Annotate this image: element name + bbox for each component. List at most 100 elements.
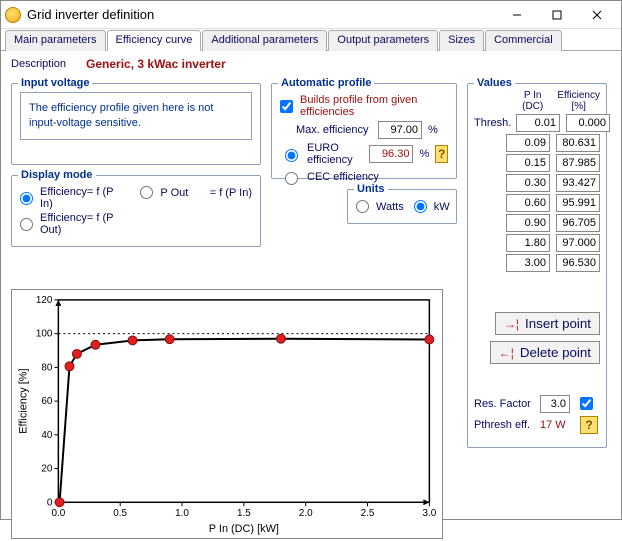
close-button[interactable] — [577, 1, 617, 29]
euro-eff-label: EURO efficiency — [307, 142, 363, 166]
delete-icon: ←¦ — [499, 346, 514, 360]
values-row — [474, 174, 600, 192]
max-eff-unit: % — [428, 124, 438, 136]
values-row — [474, 254, 600, 272]
svg-text:100: 100 — [36, 329, 53, 340]
description-label: Description — [11, 58, 66, 70]
radio-euro-eff[interactable] — [285, 149, 298, 162]
display-mode-legend: Display mode — [18, 169, 96, 181]
tab-main-parameters[interactable]: Main parameters — [5, 30, 106, 51]
input-voltage-group: Input voltage The efficiency profile giv… — [11, 83, 261, 165]
svg-text:0.5: 0.5 — [113, 508, 127, 519]
eff-input[interactable] — [556, 254, 600, 272]
svg-text:0: 0 — [47, 497, 53, 508]
values-row — [474, 234, 600, 252]
maximize-button[interactable] — [537, 1, 577, 29]
insert-point-button[interactable]: →¦ Insert point — [495, 312, 600, 335]
pin-input[interactable] — [506, 214, 550, 232]
svg-text:1.0: 1.0 — [175, 508, 189, 519]
svg-text:80: 80 — [41, 362, 53, 373]
minimize-icon — [512, 10, 522, 20]
kw-label: kW — [434, 201, 450, 213]
eff-input[interactable] — [556, 234, 600, 252]
display-mode-group: Display mode Efficiency= f (P In) Effici… — [11, 175, 261, 247]
values-legend: Values — [474, 77, 515, 89]
max-eff-input[interactable] — [378, 121, 422, 139]
radio-kw[interactable] — [414, 200, 427, 213]
eff-input[interactable] — [556, 174, 600, 192]
radio-eff-pin[interactable] — [20, 192, 33, 205]
pin-input[interactable] — [506, 154, 550, 172]
radio-eff-pout[interactable] — [20, 218, 33, 231]
pin-input[interactable] — [506, 194, 550, 212]
eff-input[interactable] — [556, 194, 600, 212]
builds-profile-label: Builds profile from given efficiencies — [300, 94, 448, 118]
values-row — [474, 154, 600, 172]
svg-text:Efficiency [%]: Efficiency [%] — [18, 368, 30, 433]
res-factor-checkbox[interactable] — [580, 397, 593, 410]
tab-commercial[interactable]: Commercial — [485, 30, 562, 51]
help-euro-icon[interactable]: ? — [435, 145, 448, 163]
window-title: Grid inverter definition — [27, 7, 154, 22]
radio-pout-pin[interactable] — [140, 186, 153, 199]
pin-input[interactable] — [516, 114, 560, 132]
insert-point-label: Insert point — [525, 316, 591, 331]
delete-point-button[interactable]: ←¦ Delete point — [490, 341, 600, 364]
eff-input[interactable] — [556, 154, 600, 172]
max-eff-label: Max. efficiency — [296, 124, 372, 136]
svg-text:P In (DC) [kW]: P In (DC) [kW] — [209, 523, 279, 535]
values-row-label: Thresh. — [474, 117, 510, 129]
radio-eff-pin-label: Efficiency= f (P In) — [40, 186, 124, 210]
automatic-profile-legend: Automatic profile — [278, 77, 374, 89]
input-voltage-legend: Input voltage — [18, 77, 92, 89]
eff-input[interactable] — [556, 134, 600, 152]
svg-text:3.0: 3.0 — [422, 508, 436, 519]
eff-header: Efficiency [%] — [557, 90, 600, 112]
help-pthresh-icon[interactable]: ? — [580, 416, 598, 434]
units-group: Units Watts kW — [347, 189, 457, 224]
tab-additional-parameters[interactable]: Additional parameters — [202, 30, 327, 51]
pin-input[interactable] — [506, 234, 550, 252]
delete-point-label: Delete point — [520, 345, 591, 360]
svg-text:2.5: 2.5 — [361, 508, 375, 519]
values-group: Values P In (DC) Efficiency [%] Thresh. … — [467, 83, 607, 448]
description-value: Generic, 3 kWac inverter — [86, 57, 226, 71]
values-row — [474, 194, 600, 212]
values-row — [474, 134, 600, 152]
tab-efficiency-curve[interactable]: Efficiency curve — [107, 30, 202, 51]
watts-label: Watts — [376, 201, 404, 213]
eff-input[interactable] — [556, 214, 600, 232]
insert-icon: →¦ — [504, 317, 519, 331]
app-icon — [5, 7, 21, 23]
radio-pout-pin-label: P Out = f (P In) — [160, 187, 252, 199]
tab-output-parameters[interactable]: Output parameters — [328, 30, 438, 51]
svg-text:20: 20 — [41, 464, 53, 475]
pin-input[interactable] — [506, 254, 550, 272]
efficiency-chart: 0204060801001200.00.51.01.52.02.53.0P In… — [11, 289, 443, 539]
builds-profile-checkbox[interactable] — [280, 100, 293, 113]
svg-text:60: 60 — [41, 396, 53, 407]
values-row: Thresh. — [474, 114, 600, 132]
svg-text:2.0: 2.0 — [299, 508, 313, 519]
eff-input[interactable] — [566, 114, 610, 132]
svg-text:120: 120 — [36, 295, 53, 306]
tab-sizes[interactable]: Sizes — [439, 30, 484, 51]
pin-header: P In (DC) — [514, 90, 551, 112]
maximize-icon — [552, 10, 562, 20]
automatic-profile-group: Automatic profile Builds profile from gi… — [271, 83, 457, 179]
pthresh-value: 17 W — [540, 419, 574, 431]
window: Grid inverter definition Main parameters… — [0, 0, 622, 520]
radio-watts[interactable] — [356, 200, 369, 213]
titlebar: Grid inverter definition — [1, 1, 621, 29]
radio-cec-eff[interactable] — [285, 172, 298, 185]
euro-eff-input[interactable] — [369, 145, 413, 163]
svg-text:1.5: 1.5 — [237, 508, 251, 519]
radio-eff-pout-label: Efficiency= f (P Out) — [40, 212, 124, 236]
euro-eff-unit: % — [419, 148, 429, 160]
svg-text:0.0: 0.0 — [51, 508, 65, 519]
pin-input[interactable] — [506, 174, 550, 192]
cec-eff-label: CEC efficiency — [307, 171, 379, 183]
res-factor-input[interactable] — [540, 395, 570, 413]
minimize-button[interactable] — [497, 1, 537, 29]
pin-input[interactable] — [506, 134, 550, 152]
